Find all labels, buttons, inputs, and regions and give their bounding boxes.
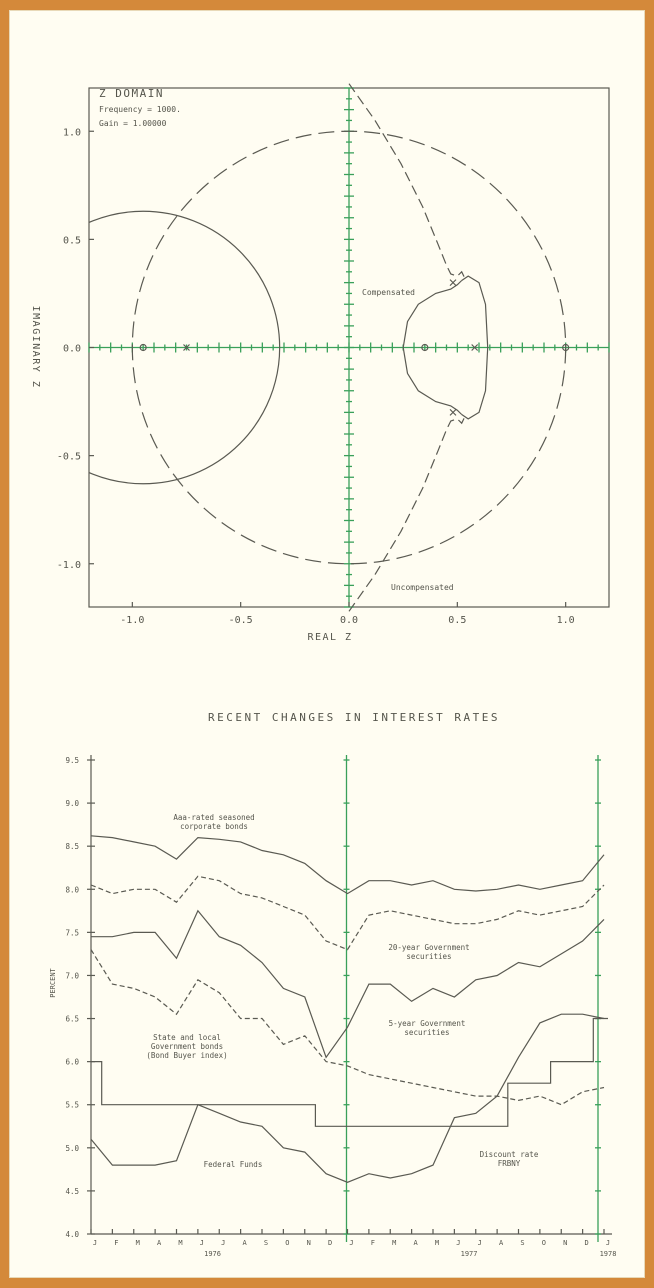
z-label-compensated: Compensated <box>362 288 415 297</box>
rates-year-label: 1977 <box>461 1250 478 1258</box>
z-x-tick-label: -1.0 <box>120 615 144 626</box>
rates-series-line <box>90 835 605 895</box>
z-ylabel: IMAGINARY Z <box>30 306 41 389</box>
rates-month-label: O <box>285 1239 289 1247</box>
z-uncompensated-locus-upper <box>348 83 465 281</box>
z-zero-marker <box>562 343 570 352</box>
rates-y-tick-label: 4.5 <box>65 1187 79 1196</box>
rates-y-tick-label: 9.0 <box>65 799 79 808</box>
z-xlabel: REAL Z <box>307 632 352 643</box>
z-x-tick-label: 0.0 <box>340 615 358 626</box>
z-y-tick-label: 0.0 <box>63 344 81 355</box>
z-x-tick-label: 0.5 <box>448 615 466 626</box>
rates-series-line <box>90 949 605 1106</box>
rates-series-label: (Bond Buyer index) <box>146 1051 227 1060</box>
z-x-tick-label: -0.5 <box>229 615 253 626</box>
z-annotation-frequency: Frequency = 1000. <box>99 105 181 114</box>
z-annotation-gain: Gain = 1.00000 <box>99 119 167 128</box>
rates-month-label: M <box>136 1239 140 1247</box>
rates-series-line <box>90 1013 605 1183</box>
rates-year-label: 1976 <box>204 1250 221 1258</box>
rates-month-label: J <box>93 1239 97 1247</box>
z-unit-circle <box>131 130 567 565</box>
z-zero-marker <box>421 343 429 352</box>
rates-series-label: securities <box>406 952 451 961</box>
rates-month-label: D <box>585 1239 589 1247</box>
rates-series-label: 5-year Government <box>389 1019 466 1028</box>
rates-month-label: J <box>200 1239 204 1247</box>
z-y-tick-label: -0.5 <box>57 452 81 463</box>
rates-month-label: J <box>478 1239 482 1247</box>
rates-month-label: F <box>114 1239 118 1247</box>
rates-year-label: 1978 <box>600 1250 617 1258</box>
rates-month-label: J <box>456 1239 460 1247</box>
rates-y-tick-label: 5.5 <box>65 1101 79 1110</box>
rates-month-label: A <box>499 1239 504 1247</box>
rates-series-label: State and local <box>153 1033 221 1042</box>
z-uncompensated-locus-lower <box>348 414 465 612</box>
rates-month-label: A <box>414 1239 419 1247</box>
interest-rates-chart: RECENT CHANGES IN INTEREST RATES PERCENT… <box>49 711 617 1258</box>
rates-y-tick-label: 8.0 <box>65 885 79 894</box>
rates-month-label: F <box>371 1239 375 1247</box>
z-pole-marker <box>449 279 457 287</box>
z-title: Z DOMAIN <box>99 87 164 100</box>
rates-y-tick-label: 6.5 <box>65 1015 79 1024</box>
rates-y-tick-label: 5.0 <box>65 1144 79 1153</box>
z-label-uncompensated: Uncompensated <box>391 583 454 592</box>
rates-y-tick-label: 8.5 <box>65 842 79 851</box>
z-compensated-locus-outer <box>461 275 489 420</box>
z-zero-marker <box>139 343 147 352</box>
rates-series-label: Aaa-rated seasoned <box>173 813 254 822</box>
rates-series-label: Government bonds <box>151 1042 223 1051</box>
rates-ylabel: PERCENT <box>49 967 57 997</box>
z-y-tick-label: 0.5 <box>63 235 81 246</box>
z-pole-marker <box>471 344 479 351</box>
rates-y-tick-label: 7.0 <box>65 971 79 980</box>
rates-series-label: FRBNY <box>498 1159 521 1168</box>
rates-month-label: M <box>392 1239 396 1247</box>
rates-series-line <box>90 875 605 951</box>
z-pole-marker <box>449 408 457 416</box>
z-y-tick-label: -1.0 <box>57 560 81 571</box>
rates-month-label: S <box>520 1239 524 1247</box>
rates-series-label: Discount rate <box>480 1150 539 1159</box>
rates-month-label: N <box>307 1239 311 1247</box>
rates-month-label: D <box>328 1239 332 1247</box>
z-y-tick-label: 1.0 <box>63 127 81 138</box>
z-compensated-locus <box>402 280 463 415</box>
rates-month-label: J <box>221 1239 225 1247</box>
rates-month-label: J <box>349 1239 353 1247</box>
rates-series-line <box>91 909 605 1059</box>
rates-month-label: O <box>542 1239 546 1247</box>
rates-y-tick-label: 7.5 <box>65 928 79 937</box>
rates-month-label: J <box>606 1239 610 1247</box>
rates-series-line <box>91 1017 608 1127</box>
z-x-tick-label: 1.0 <box>557 615 575 626</box>
rates-month-label: A <box>157 1239 162 1247</box>
rates-month-label: M <box>178 1239 182 1247</box>
rates-month-label: S <box>264 1239 268 1247</box>
rates-y-tick-label: 6.0 <box>65 1058 79 1067</box>
z-domain-chart: -1.0 -0.5 0.0 0.5 1.0 1.0 0.5 0.0 -0.5 -1.0 Z DOM… <box>30 83 610 643</box>
rates-y-tick-label: 9.5 <box>65 756 79 765</box>
z-locus-circle-left <box>89 210 281 485</box>
rates-month-label: A <box>243 1239 248 1247</box>
rates-series-label: corporate bonds <box>180 822 248 831</box>
rates-y-tick-label: 4.0 <box>65 1230 79 1239</box>
z-pole-marker <box>183 344 190 351</box>
figure-page: -1.0 -0.5 0.0 0.5 1.0 1.0 0.5 0.0 -0.5 -1.0 Z DOM… <box>9 10 645 1278</box>
rates-title: RECENT CHANGES IN INTEREST RATES <box>208 711 500 724</box>
rates-series-label: Federal Funds <box>204 1160 263 1169</box>
rates-series-label: securities <box>404 1028 449 1037</box>
rates-series-label: 20-year Government <box>388 943 469 952</box>
rates-month-label: M <box>435 1239 439 1247</box>
rates-month-label: N <box>563 1239 567 1247</box>
